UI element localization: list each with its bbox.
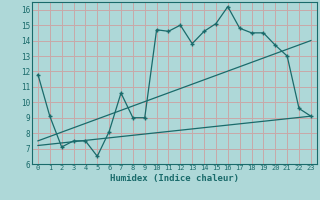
X-axis label: Humidex (Indice chaleur): Humidex (Indice chaleur): [110, 174, 239, 183]
